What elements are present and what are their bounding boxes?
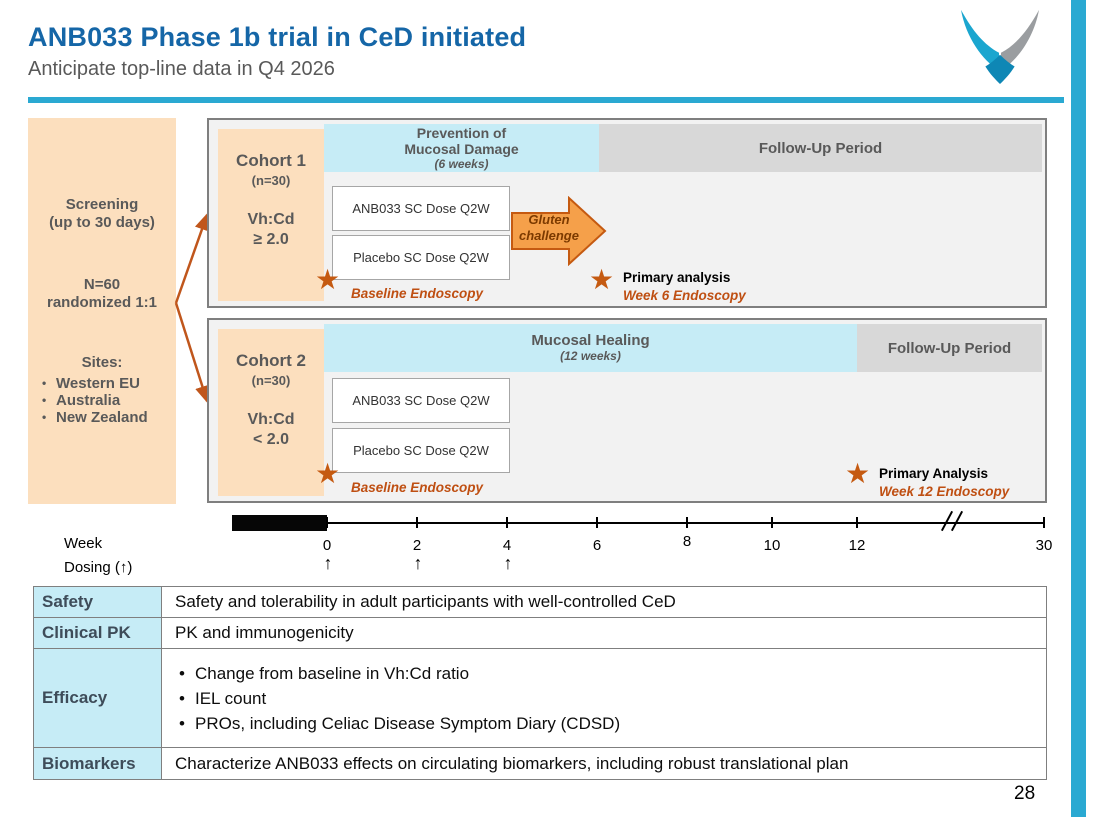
cohort1-active-dose-label: ANB033 SC Dose Q2W — [352, 201, 490, 216]
axis-tick — [326, 517, 328, 528]
right-accent-bar — [1071, 0, 1086, 817]
table-row-biomarkers: Biomarkers Characterize ANB033 effects o… — [34, 748, 1046, 779]
endpoints-table: Safety Safety and tolerability in adult … — [33, 586, 1047, 780]
cohort2-phase-band: Mucosal Healing (12 weeks) — [324, 324, 857, 372]
row-content: Safety and tolerability in adult partici… — [175, 592, 676, 611]
axis-tick — [771, 517, 773, 528]
cohort1-baseline-endoscopy: Baseline Endoscopy — [351, 286, 484, 301]
bullet-item: Change from baseline in Vh:Cd ratio — [175, 661, 620, 686]
cohort1-phase-title: Prevention of Mucosal Damage — [404, 125, 519, 157]
cohort2-primary-analysis-note: Primary Analysis Week 12 Endoscopy — [879, 466, 1009, 499]
cohort1-primary-analysis-label: Primary analysis — [623, 270, 731, 285]
cohort1-panel: Cohort 1 (n=30) Vh:Cd ≥ 2.0 Prevention o… — [207, 118, 1047, 308]
axis-tick — [686, 517, 688, 528]
site-item: Western EU — [40, 375, 148, 392]
week-tick-label: 12 — [848, 537, 866, 554]
cohort2-id-box: Cohort 2 (n=30) Vh:Cd < 2.0 — [218, 329, 324, 496]
axis-tick — [1043, 517, 1045, 528]
row-content: Change from baseline in Vh:Cd ratio IEL … — [162, 649, 1046, 747]
screening-timeline-bar — [232, 515, 327, 531]
cohort2-placebo-dose-label: Placebo SC Dose Q2W — [353, 443, 489, 458]
cohort1-name: Cohort 1 — [236, 151, 306, 170]
title-divider — [28, 97, 1064, 103]
week-tick-label: 4 — [502, 537, 512, 554]
cohort1-n: (n=30) — [251, 173, 291, 188]
cohort2-baseline-endoscopy: Baseline Endoscopy — [351, 480, 484, 495]
axis-tick — [416, 517, 418, 528]
sites-list: Western EU Australia New Zealand — [40, 375, 148, 426]
screening-duration: Screening (up to 30 days) — [49, 196, 155, 231]
cohort2-followup-band: Follow-Up Period — [857, 324, 1042, 372]
axis-tick — [596, 517, 598, 528]
cohort1-primary-endoscopy-label: Week 6 Endoscopy — [623, 288, 746, 303]
bullet-item: PROs, including Celiac Disease Symptom D… — [175, 711, 620, 736]
row-label: Safety — [34, 587, 162, 617]
cohort1-placebo-dose-label: Placebo SC Dose Q2W — [353, 250, 489, 265]
axis-tick — [856, 517, 858, 528]
randomization-arrows-icon — [174, 212, 210, 404]
site-item: New Zealand — [40, 409, 148, 426]
cohort2-name: Cohort 2 — [236, 351, 306, 370]
cohort2-n: (n=30) — [251, 373, 291, 388]
site-item: Australia — [40, 392, 148, 409]
cohort2-phase-title: Mucosal Healing — [531, 332, 650, 349]
dose-arrow-icon: ↑ — [503, 553, 513, 573]
table-row-efficacy: Efficacy Change from baseline in Vh:Cd r… — [34, 649, 1046, 748]
dosing-axis-label: Dosing (↑) — [64, 559, 133, 576]
dose-arrow-icon: ↑ — [323, 553, 333, 573]
row-label: Clinical PK — [34, 618, 162, 648]
baseline-endoscopy-star-icon: ★ — [315, 458, 341, 489]
cohort1-phase-band: Prevention of Mucosal Damage (6 weeks) — [324, 124, 599, 172]
sites-label: Sites: — [81, 354, 123, 371]
page-title: ANB033 Phase 1b trial in CeD initiated — [28, 22, 527, 52]
table-row-safety: Safety Safety and tolerability in adult … — [34, 587, 1046, 618]
cohort1-followup-band: Follow-Up Period — [599, 124, 1042, 172]
efficacy-bullets: Change from baseline in Vh:Cd ratio IEL … — [175, 661, 620, 736]
row-label: Efficacy — [34, 649, 162, 747]
primary-analysis-star-icon: ★ — [845, 458, 871, 489]
cohort2-followup-label: Follow-Up Period — [887, 339, 1012, 357]
table-row-clinical-pk: Clinical PK PK and immunogenicity — [34, 618, 1046, 649]
screening-panel: Screening (up to 30 days) N=60 randomize… — [28, 118, 176, 504]
week-tick-label: 8 — [682, 533, 692, 550]
row-content: Characterize ANB033 effects on circulati… — [175, 753, 849, 773]
cohort2-active-dose-label: ANB033 SC Dose Q2W — [352, 393, 490, 408]
cohort1-placebo-dose-box: Placebo SC Dose Q2W — [332, 235, 510, 280]
week-tick-label: 0 — [322, 537, 332, 554]
randomization-note: N=60 randomized 1:1 — [46, 276, 158, 311]
week-tick-label: 2 — [412, 537, 422, 554]
primary-analysis-star-icon: ★ — [589, 264, 615, 295]
dose-arrow-icon: ↑ — [413, 553, 423, 573]
gluten-challenge-label: Gluten challenge — [519, 212, 579, 243]
cohort1-followup-label: Follow-Up Period — [758, 139, 883, 157]
cohort1-active-dose-box: ANB033 SC Dose Q2W — [332, 186, 510, 231]
company-logo-icon — [961, 9, 1039, 84]
row-label: Biomarkers — [34, 748, 162, 779]
cohort2-panel: Cohort 2 (n=30) Vh:Cd < 2.0 Mucosal Heal… — [207, 318, 1047, 503]
cohort2-primary-endoscopy-label: Week 12 Endoscopy — [879, 484, 1010, 499]
cohort2-placebo-dose-box: Placebo SC Dose Q2W — [332, 428, 510, 473]
row-content: PK and immunogenicity — [175, 623, 354, 642]
bullet-item: IEL count — [175, 686, 620, 711]
cohort1-id-box: Cohort 1 (n=30) Vh:Cd ≥ 2.0 — [218, 129, 324, 301]
gluten-challenge-arrow-icon — [511, 196, 607, 266]
cohort2-phase-duration: (12 weeks) — [560, 349, 621, 363]
cohort1-criteria: Vh:Cd ≥ 2.0 — [247, 211, 295, 248]
cohort2-criteria: Vh:Cd < 2.0 — [247, 411, 295, 448]
cohort1-primary-analysis-note: Primary analysis Week 6 Endoscopy — [623, 270, 746, 303]
cohort2-active-dose-box: ANB033 SC Dose Q2W — [332, 378, 510, 423]
week-tick-label: 6 — [592, 537, 602, 554]
week-axis-label: Week — [64, 535, 103, 552]
cohort1-phase-duration: (6 weeks) — [434, 157, 489, 171]
cohort2-primary-analysis-label: Primary Analysis — [879, 466, 989, 481]
axis-break-icon — [950, 510, 964, 532]
page-subtitle: Anticipate top-line data in Q4 2026 — [28, 58, 335, 80]
week-tick-label: 30 — [1035, 537, 1053, 554]
axis-tick — [506, 517, 508, 528]
page-number: 28 — [1014, 783, 1036, 804]
baseline-endoscopy-star-icon: ★ — [315, 264, 341, 295]
week-tick-label: 10 — [763, 537, 781, 554]
